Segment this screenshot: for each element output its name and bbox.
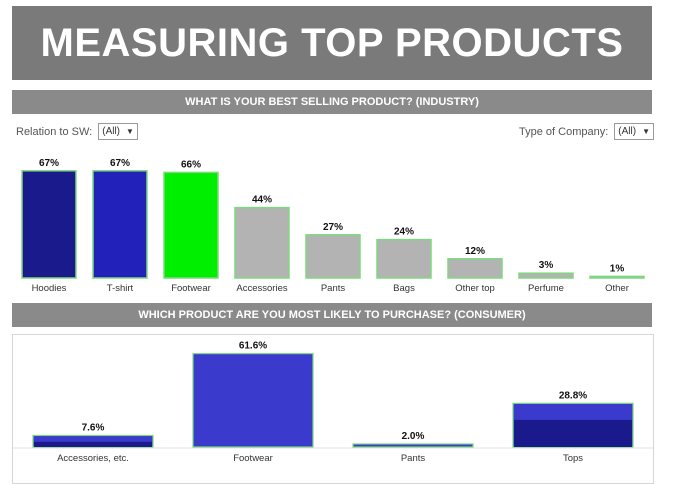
industry-bar-accessories[interactable] xyxy=(234,206,290,279)
relation-dropdown-value: (All) xyxy=(102,126,121,137)
industry-category-label: Footwear xyxy=(171,283,211,294)
consumer-bar-segment xyxy=(34,441,152,447)
industry-bar-other-top[interactable] xyxy=(447,258,503,279)
industry-value-label: 66% xyxy=(181,159,201,170)
industry-category-label: Other xyxy=(605,283,629,294)
industry-category-label: Accessories xyxy=(236,283,287,294)
industry-bar-chart: 67% Hoodies 67% T-shirt 66% Footwear 44% Access… xyxy=(21,158,645,294)
consumer-value-label: 28.8% xyxy=(559,390,587,401)
industry-category-label: Hoodies xyxy=(32,283,67,294)
industry-category-label: Other top xyxy=(455,283,495,294)
industry-bar-hoodies[interactable] xyxy=(21,170,77,279)
industry-category-label: Pants xyxy=(321,283,346,294)
company-filter-label: Type of Company: xyxy=(519,125,609,138)
industry-value-label: 3% xyxy=(539,260,554,271)
industry-bar-t-shirt[interactable] xyxy=(92,170,148,279)
consumer-bar-footwear[interactable] xyxy=(192,353,314,448)
consumer-value-label: 61.6% xyxy=(239,341,267,352)
industry-value-label: 27% xyxy=(323,222,343,233)
industry-value-label: 67% xyxy=(39,158,59,169)
industry-value-label: 67% xyxy=(110,158,130,169)
consumer-value-label: 7.6% xyxy=(82,422,105,433)
consumer-bar-segment xyxy=(514,419,632,447)
consumer-category-label: Accessories, etc. xyxy=(57,453,129,464)
company-filter: Type of Company: (All) ▼ xyxy=(519,123,654,140)
company-dropdown[interactable]: (All) ▼ xyxy=(614,123,654,140)
industry-bar-bags[interactable] xyxy=(376,238,432,279)
industry-chart-title: WHAT IS YOUR BEST SELLING PRODUCT? (INDU… xyxy=(12,90,652,114)
consumer-bar-pants[interactable] xyxy=(352,443,474,448)
company-dropdown-value: (All) xyxy=(618,126,637,137)
industry-bar-pants[interactable] xyxy=(305,234,361,279)
page-title: MEASURING TOP PRODUCTS xyxy=(12,6,652,80)
consumer-chart-title: WHICH PRODUCT ARE YOU MOST LIKELY TO PUR… xyxy=(12,303,652,327)
chevron-down-icon: ▼ xyxy=(126,127,134,136)
consumer-category-label: Footwear xyxy=(233,453,273,464)
industry-category-label: T-shirt xyxy=(107,283,134,294)
consumer-bar-chart: 7.6% Accessories, etc. 61.6% Footwear 2.0% Pa… xyxy=(13,341,653,464)
industry-category-label: Bags xyxy=(393,283,415,294)
industry-value-label: 12% xyxy=(465,246,485,257)
consumer-category-label: Tops xyxy=(563,453,583,464)
relation-filter: Relation to SW: (All) ▼ xyxy=(16,123,138,140)
industry-bar-footwear[interactable] xyxy=(163,171,219,279)
industry-bar-perfume[interactable] xyxy=(518,272,574,279)
industry-value-label: 24% xyxy=(394,227,414,238)
consumer-chart-panel: 7.6% Accessories, etc. 61.6% Footwear 2.0% Pa… xyxy=(12,334,654,484)
industry-category-label: Perfume xyxy=(528,283,564,294)
relation-dropdown[interactable]: (All) ▼ xyxy=(98,123,138,140)
consumer-value-label: 2.0% xyxy=(402,431,425,442)
industry-value-label: 1% xyxy=(610,263,625,274)
industry-value-label: 44% xyxy=(252,195,272,206)
industry-bar-other[interactable] xyxy=(589,275,645,279)
consumer-category-label: Pants xyxy=(401,453,426,464)
chevron-down-icon: ▼ xyxy=(642,127,650,136)
relation-filter-label: Relation to SW: xyxy=(16,125,93,138)
